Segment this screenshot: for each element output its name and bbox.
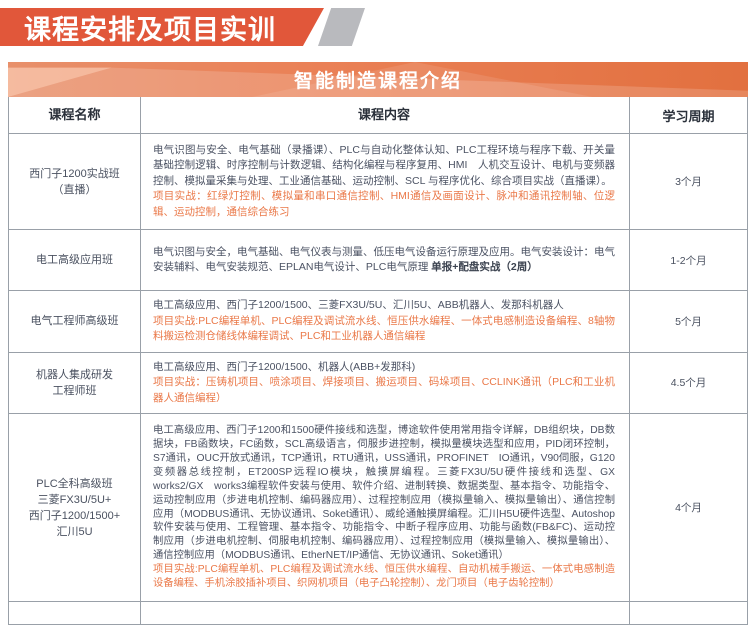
study-period: 4.5个月	[670, 377, 707, 390]
table-row: 电工高级应用班 电气识图与安全，电气基础、电气仪表与测量、低压电气设备运行原理及…	[9, 229, 747, 290]
study-period	[630, 602, 747, 624]
header-study-period: 学习周期	[662, 108, 715, 124]
course-name	[9, 602, 141, 624]
course-name: PLC全科高级班 三菱FX3U/5U+ 西门子1200/1500+ 汇川5U	[9, 414, 141, 601]
page-banner: 课程安排及项目实训	[0, 8, 324, 46]
table-row: 机器人集成研发 工程师班 电工高级应用、西门子1200/1500、机器人(ABB…	[9, 351, 747, 413]
content-normal: 电工高级应用、西门子1200/1500、三菱FX3U/5U、汇川5U、ABB机器…	[153, 299, 564, 311]
course-content: 电气识图与安全，电气基础、电气仪表与测量、低压电气设备运行原理及应用。电气安装设…	[141, 230, 630, 290]
table-row: 西门子1200实战班 （直播） 电气识图与安全、电气基础（录播课）、PLC与自动…	[9, 133, 747, 229]
project-practice-text: 项目实战：红绿灯控制、模拟量和串口通信控制、HMI通信及画面设计、脉冲和通讯控制…	[153, 190, 615, 218]
course-content-text: 电工高级应用、西门子1200和1500硬件接线和选型，博途软件使用常用指令详解，…	[153, 424, 615, 591]
course-content: 电工高级应用、西门子1200/1500、机器人(ABB+发那科) 项目实战：压铸…	[141, 352, 630, 413]
study-period: 5个月	[675, 315, 702, 328]
project-practice-text: 项目实战：压铸机项目、喷涂项目、焊接项目、搬运项目、码垛项目、CCLINK通讯（…	[153, 376, 615, 404]
table-header-row: 课程名称 课程内容 学习周期	[9, 97, 747, 133]
header-course-name: 课程名称	[9, 97, 141, 133]
study-period: 1-2个月	[670, 254, 707, 267]
content-normal: 电气识图与安全、电气基础（录播课）、PLC与自动化整体认知、PLC工程环境与程序…	[153, 143, 615, 187]
content-normal: 电工高级应用、西门子1200和1500硬件接线和选型，博途软件使用常用指令详解，…	[153, 425, 615, 562]
section-title: 智能制造课程介绍	[293, 71, 462, 92]
course-content: 电工高级应用、西门子1200/1500、三菱FX3U/5U、汇川5U、ABB机器…	[141, 291, 630, 352]
table-row: 电气工程师高级班 电工高级应用、西门子1200/1500、三菱FX3U/5U、汇…	[9, 290, 747, 352]
course-name: 机器人集成研发 工程师班	[9, 352, 141, 413]
table-row: PLC全科高级班 三菱FX3U/5U+ 西门子1200/1500+ 汇川5U 电…	[9, 413, 747, 601]
section-header: 智能制造课程介绍	[8, 62, 748, 97]
course-content-text: 电工高级应用、西门子1200/1500、机器人(ABB+发那科) 项目实战：压铸…	[153, 360, 615, 407]
course-name: 电气工程师高级班	[9, 291, 141, 352]
course-content-text: 电工高级应用、西门子1200/1500、三菱FX3U/5U、汇川5U、ABB机器…	[153, 298, 615, 345]
course-content	[141, 602, 630, 624]
course-content-text: 电气识图与安全，电气基础、电气仪表与测量、低压电气设备运行原理及应用。电气安装设…	[153, 245, 615, 276]
course-table: 课程名称 课程内容 学习周期 西门子1200实战班 （直播） 电气识图与安全、电…	[8, 97, 748, 625]
banner-accent-shape	[318, 8, 365, 46]
project-practice-text: 项目实战:PLC编程单机、PLC编程及调试流水线、恒压供水编程、一体式电感制造设…	[153, 314, 615, 343]
study-period: 4个月	[675, 502, 702, 514]
content-bold: 单报+配盘实战（2周）	[431, 261, 538, 273]
table-row-partial	[9, 601, 747, 624]
content-normal: 电气识图与安全，电气基础、电气仪表与测量、低压电气设备运行原理及应用。电气安装设…	[153, 245, 615, 274]
course-content: 电气识图与安全、电气基础（录播课）、PLC与自动化整体认知、PLC工程环境与程序…	[141, 134, 630, 229]
course-content: 电工高级应用、西门子1200和1500硬件接线和选型，博途软件使用常用指令详解，…	[141, 414, 630, 601]
project-practice-text: 项目实战:PLC编程单机、PLC编程及调试流水线、恒压供水编程、自动机械手搬运、…	[153, 564, 615, 590]
course-name: 电工高级应用班	[9, 230, 141, 290]
course-sheet: 智能制造课程介绍 课程名称 课程内容 学习周期 西门子1200实战班 （直播） …	[8, 62, 748, 625]
page-title: 课程安排及项目实训	[24, 14, 276, 45]
course-name: 西门子1200实战班 （直播）	[9, 134, 141, 229]
course-content-text: 电气识图与安全、电气基础（录播课）、PLC与自动化整体认知、PLC工程环境与程序…	[153, 143, 615, 221]
header-course-content: 课程内容	[141, 97, 630, 133]
study-period: 3个月	[675, 176, 702, 188]
content-normal: 电工高级应用、西门子1200/1500、机器人(ABB+发那科)	[153, 360, 416, 373]
